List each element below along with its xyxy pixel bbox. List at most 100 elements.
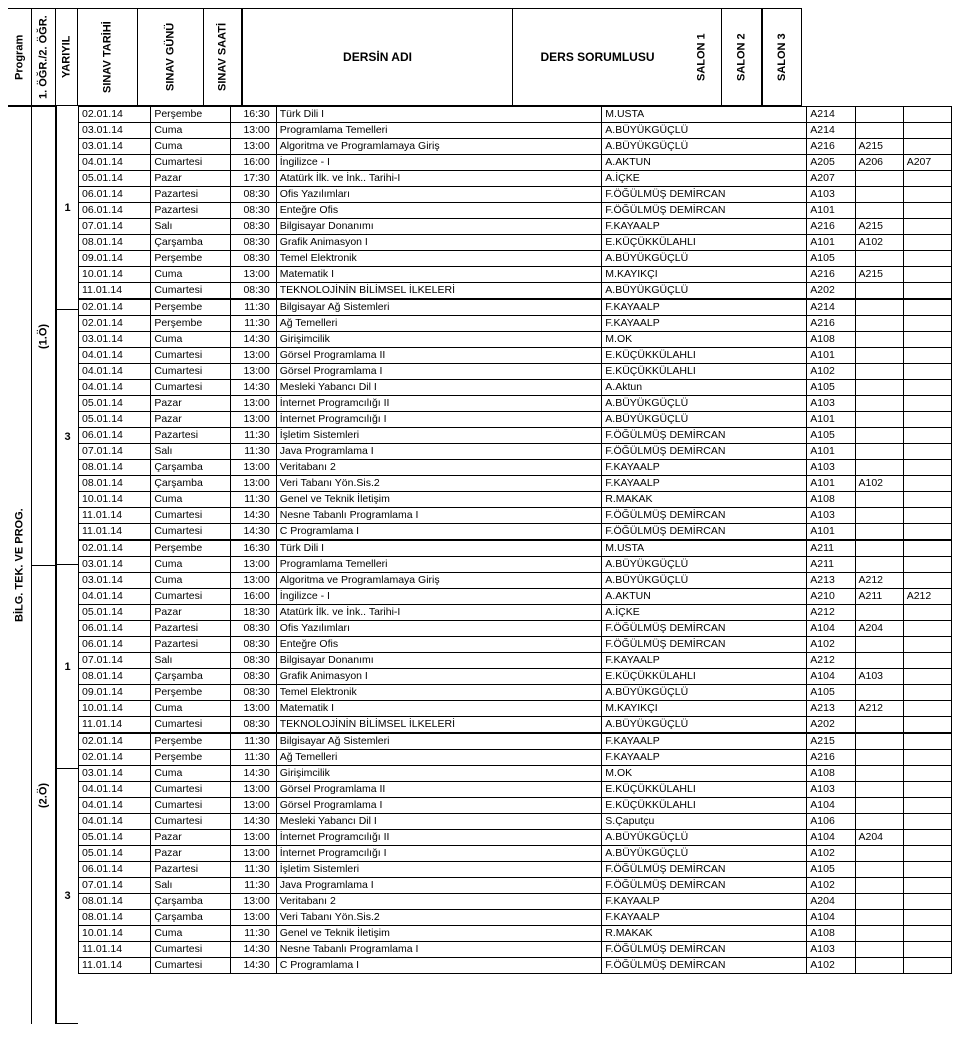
table-row: 09.01.14Perşembe08:30Temel ElektronikA.B… [79, 251, 952, 267]
cell-s2 [855, 541, 903, 557]
table-row: 11.01.14Cumartesi08:30TEKNOLOJİNİN BİLİM… [79, 283, 952, 299]
cell-d: Matematik I [276, 701, 602, 717]
cell-so: A.Aktun [602, 380, 807, 396]
cell-s: 17:30 [230, 171, 276, 187]
cell-d: Genel ve Teknik İletişim [276, 926, 602, 942]
table-row: 03.01.14Cuma13:00Algoritma ve Programlam… [79, 573, 952, 589]
cell-t: 04.01.14 [79, 155, 151, 171]
cell-s1: A211 [807, 541, 855, 557]
yariyil-cell: 1 [56, 565, 78, 769]
cell-g: Çarşamba [151, 235, 231, 251]
cell-d: Programlama Temelleri [276, 123, 602, 139]
cell-s1: A216 [807, 219, 855, 235]
cell-s1: A103 [807, 942, 855, 958]
cell-s3 [903, 428, 951, 444]
cell-s2 [855, 428, 903, 444]
cell-t: 03.01.14 [79, 139, 151, 155]
cell-s1: A103 [807, 782, 855, 798]
schedule-wrap: Program 1. ÖĞR./2. ÖĞR. YARIYIL BİLG. TE… [8, 8, 952, 1024]
cell-t: 05.01.14 [79, 830, 151, 846]
cell-so: F.KAYAALP [602, 910, 807, 926]
cell-s1: A214 [807, 123, 855, 139]
cell-d: Veritabanı 2 [276, 460, 602, 476]
hdr-gunu: SINAV GÜNÜ [138, 8, 204, 106]
cell-g: Cuma [151, 332, 231, 348]
cell-t: 05.01.14 [79, 846, 151, 862]
cell-d: Bilgisayar Ağ Sistemleri [276, 300, 602, 316]
cell-s2 [855, 171, 903, 187]
cell-g: Pazartesi [151, 637, 231, 653]
cell-s1: A105 [807, 380, 855, 396]
cell-t: 04.01.14 [79, 589, 151, 605]
cell-so: F.ÖĞÜLMÜŞ DEMİRCAN [602, 621, 807, 637]
cell-s2 [855, 814, 903, 830]
cell-d: Enteğre Ofis [276, 637, 602, 653]
cell-s: 13:00 [230, 412, 276, 428]
cell-d: Java Programlama I [276, 878, 602, 894]
cell-t: 09.01.14 [79, 685, 151, 701]
cell-s1: A105 [807, 862, 855, 878]
cell-s3 [903, 814, 951, 830]
cell-so: E.KÜÇÜKKÜLAHLI [602, 348, 807, 364]
cell-t: 06.01.14 [79, 203, 151, 219]
cell-s1: A103 [807, 187, 855, 203]
cell-t: 08.01.14 [79, 460, 151, 476]
cell-so: A.BÜYÜKGÜÇLÜ [602, 123, 807, 139]
table-row: 10.01.14Cuma11:30Genel ve Teknik İletişi… [79, 492, 952, 508]
table-row: 06.01.14Pazartesi08:30Ofis YazılımlarıF.… [79, 621, 952, 637]
cell-s: 13:00 [230, 894, 276, 910]
cell-g: Perşembe [151, 300, 231, 316]
cell-s3 [903, 862, 951, 878]
cell-s1: A104 [807, 830, 855, 846]
cell-g: Çarşamba [151, 669, 231, 685]
cell-s1: A108 [807, 332, 855, 348]
cell-s: 08:30 [230, 283, 276, 299]
cell-s: 13:00 [230, 846, 276, 862]
cell-s3 [903, 396, 951, 412]
cell-s: 08:30 [230, 235, 276, 251]
cell-so: E.KÜÇÜKKÜLAHLI [602, 669, 807, 685]
cell-t: 06.01.14 [79, 187, 151, 203]
cell-s1: A216 [807, 316, 855, 332]
cell-d: İngilizce - I [276, 589, 602, 605]
cell-s3 [903, 283, 951, 299]
cell-s3 [903, 878, 951, 894]
cell-s: 13:00 [230, 267, 276, 283]
cell-t: 06.01.14 [79, 862, 151, 878]
exam-table: 02.01.14Perşembe16:30Türk Dili IM.USTAA2… [78, 540, 952, 733]
cell-s1: A108 [807, 926, 855, 942]
cell-t: 04.01.14 [79, 798, 151, 814]
cell-so: F.KAYAALP [602, 734, 807, 750]
table-row: 05.01.14Pazar13:00İnternet Programcılığı… [79, 396, 952, 412]
cell-t: 05.01.14 [79, 396, 151, 412]
cell-g: Cuma [151, 492, 231, 508]
cell-s: 16:30 [230, 541, 276, 557]
cell-s3 [903, 830, 951, 846]
cell-t: 07.01.14 [79, 444, 151, 460]
cell-s1: A216 [807, 750, 855, 766]
cell-s3 [903, 300, 951, 316]
cell-s2: A102 [855, 476, 903, 492]
cell-s: 14:30 [230, 380, 276, 396]
hdr-tarih: SINAV TARİHİ [78, 8, 138, 106]
table-row: 06.01.14Pazartesi08:30Enteğre OfisF.ÖĞÜL… [79, 637, 952, 653]
cell-d: Türk Dili I [276, 107, 602, 123]
cell-s2 [855, 316, 903, 332]
cell-g: Cumartesi [151, 155, 231, 171]
cell-s2 [855, 396, 903, 412]
cell-g: Cumartesi [151, 524, 231, 540]
cell-s3 [903, 492, 951, 508]
cell-t: 05.01.14 [79, 412, 151, 428]
cell-g: Cumartesi [151, 508, 231, 524]
cell-s3 [903, 750, 951, 766]
cell-d: C Programlama I [276, 524, 602, 540]
cell-d: C Programlama I [276, 958, 602, 974]
cell-g: Cuma [151, 267, 231, 283]
cell-so: M.KAYIKÇI [602, 267, 807, 283]
table-row: 09.01.14Perşembe08:30Temel ElektronikA.B… [79, 685, 952, 701]
table-row: 11.01.14Cumartesi14:30C Programlama IF.Ö… [79, 958, 952, 974]
cell-g: Pazartesi [151, 862, 231, 878]
table-row: 02.01.14Perşembe11:30Ağ TemelleriF.KAYAA… [79, 316, 952, 332]
cell-so: A.AKTUN [602, 589, 807, 605]
cell-d: Görsel Programlama II [276, 348, 602, 364]
